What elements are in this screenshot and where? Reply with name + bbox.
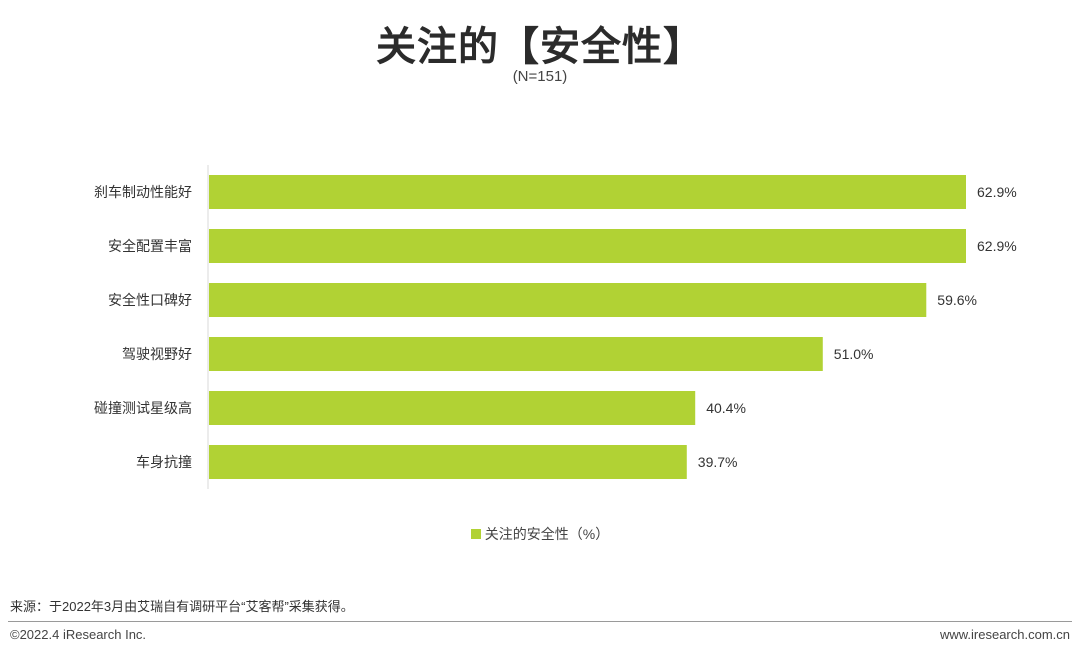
category-label: 安全性口碑好 bbox=[108, 292, 192, 308]
bar bbox=[209, 175, 966, 209]
category-label: 刹车制动性能好 bbox=[94, 184, 192, 200]
bar bbox=[209, 445, 687, 479]
legend-label: 关注的安全性（%） bbox=[484, 526, 610, 542]
sample-size: (N=151) bbox=[512, 68, 568, 85]
bar bbox=[209, 229, 966, 263]
category-label: 车身抗撞 bbox=[136, 454, 192, 470]
category-label: 碰撞测试星级高 bbox=[94, 400, 192, 416]
bar bbox=[209, 283, 927, 317]
copyright: ©2022.4 iResearch Inc. bbox=[10, 627, 147, 642]
value-label: 62.9% bbox=[977, 184, 1017, 200]
footer-divider bbox=[8, 621, 1072, 622]
value-label: 62.9% bbox=[977, 238, 1017, 254]
bar bbox=[209, 337, 823, 371]
website-link[interactable]: www.iresearch.com.cn bbox=[939, 627, 1070, 642]
chart-title: 关注的【安全性】 bbox=[376, 25, 704, 69]
value-label: 39.7% bbox=[698, 454, 738, 470]
bar-chart: 刹车制动性能好 62.9% 安全配置丰富 62.9% 安全性口碑好 59.6% 驾驶视野好 5… bbox=[94, 165, 1017, 489]
value-label: 51.0% bbox=[834, 346, 874, 362]
value-label: 40.4% bbox=[706, 400, 746, 416]
legend-swatch bbox=[470, 529, 481, 539]
category-label: 驾驶视野好 bbox=[122, 346, 192, 362]
source-note: 来源：于2022年3月由艾瑞自有调研平台“艾客帮”采集获得。 bbox=[10, 599, 354, 614]
value-label: 59.6% bbox=[937, 292, 977, 308]
legend: 关注的安全性（%） bbox=[0, 524, 1080, 544]
bar bbox=[209, 391, 696, 425]
category-label: 安全配置丰富 bbox=[108, 238, 192, 254]
